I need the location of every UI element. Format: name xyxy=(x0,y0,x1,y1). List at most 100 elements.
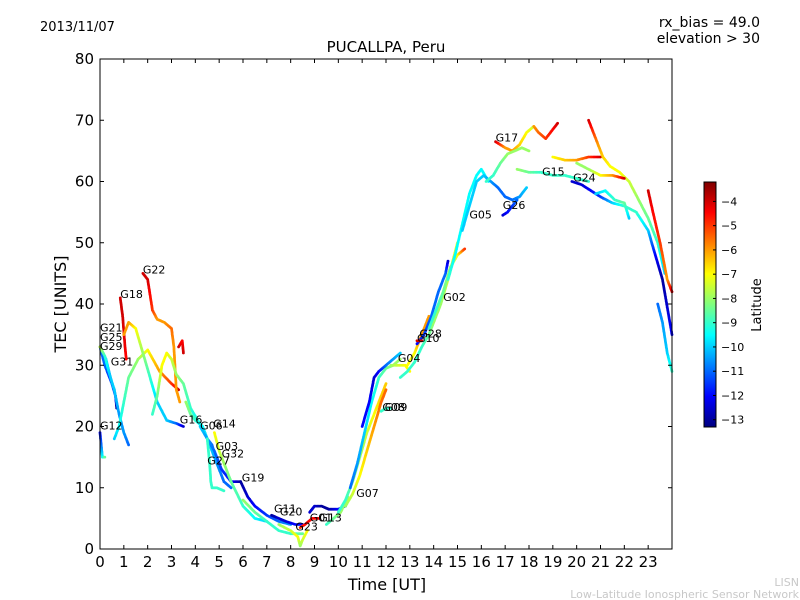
y-axis-ticks: 0 10 20 30 40 50 60 70 80 xyxy=(75,50,672,558)
data-point xyxy=(182,425,185,428)
data-point xyxy=(525,186,528,190)
colorbar-tick-label: −9 xyxy=(721,317,737,330)
satellite-label: G01 xyxy=(310,511,333,524)
data-point xyxy=(446,259,450,263)
data-point xyxy=(627,216,631,220)
satellite-label: G32 xyxy=(222,448,245,461)
y-axis-label: TEC [UNITS] xyxy=(51,256,70,354)
series-g09b xyxy=(379,406,393,413)
chart-title: PUCALLPA, Peru xyxy=(327,38,446,56)
satellite-label: G18 xyxy=(120,288,143,301)
colorbar-tick-label: −11 xyxy=(721,365,744,378)
data-point xyxy=(306,529,309,532)
y-tick-label: 70 xyxy=(75,111,94,129)
x-tick-label: 16 xyxy=(472,553,491,571)
satellite-label: G28 xyxy=(419,328,442,341)
satellite-label: G08 xyxy=(382,401,405,414)
series-g16 xyxy=(177,339,185,355)
satellite-label: G19 xyxy=(242,472,265,485)
x-tick-label: 19 xyxy=(543,553,562,571)
colorbar-frame xyxy=(703,181,717,428)
colorbar-tick-label: −7 xyxy=(721,268,737,281)
satellite-label: G13 xyxy=(319,511,342,524)
x-tick-label: 23 xyxy=(639,553,658,571)
satellite-label: G21 xyxy=(100,322,123,335)
satellite-label: G27 xyxy=(207,455,230,468)
footer-org-long: Low-Latitude Ionospheric Sensor Network xyxy=(570,588,799,600)
data-point xyxy=(182,351,185,355)
data-point xyxy=(178,400,182,404)
satellite-label: G06 xyxy=(200,420,223,433)
satellite-label: G10 xyxy=(417,332,440,345)
data-point xyxy=(384,388,388,392)
x-axis-label: Time [UT] xyxy=(347,575,426,594)
colorbar-tick-label: −6 xyxy=(721,244,737,257)
series-g24c xyxy=(587,118,667,275)
data-point xyxy=(301,532,304,536)
satellite-label: G11 xyxy=(274,502,297,515)
satellite-label: G02 xyxy=(443,291,466,304)
data-point xyxy=(222,489,226,493)
data-point xyxy=(384,382,388,385)
satellite-label: G29 xyxy=(100,340,123,353)
x-tick-label: 7 xyxy=(262,553,272,571)
data-point xyxy=(127,443,130,447)
footer-org-short: LISN xyxy=(774,576,799,589)
x-tick-label: 15 xyxy=(448,553,467,571)
y-tick-label: 20 xyxy=(75,418,94,436)
rx-bias-label: rx_bias = 49.0 xyxy=(659,15,760,31)
series-g24 xyxy=(551,155,602,162)
colorbar-tick-label: −5 xyxy=(721,220,737,233)
series-g26 xyxy=(501,198,519,217)
satellite-label: G15 xyxy=(542,165,565,178)
series-g22b xyxy=(151,351,207,434)
elevation-label: elevation > 30 xyxy=(657,31,760,47)
data-point xyxy=(463,247,467,251)
data-point xyxy=(389,406,393,410)
x-tick-label: 21 xyxy=(591,553,610,571)
series-g10b xyxy=(415,339,424,343)
data-point xyxy=(515,198,519,202)
series-g08 xyxy=(348,357,402,490)
series-g01 xyxy=(298,517,321,529)
series-g28 xyxy=(406,314,431,367)
x-tick-label: 0 xyxy=(95,553,105,571)
satellite-label: G05 xyxy=(469,208,492,221)
x-tick-label: 4 xyxy=(191,553,201,571)
series-g23 xyxy=(277,523,309,548)
satellite-label: G24 xyxy=(573,172,596,185)
x-tick-label: 3 xyxy=(167,553,177,571)
x-tick-label: 22 xyxy=(615,553,634,571)
colorbar xyxy=(704,182,716,427)
series-g18b xyxy=(122,321,185,428)
series-g24d xyxy=(575,161,626,180)
data-point xyxy=(622,177,626,180)
satellite-label: G09 xyxy=(385,401,408,414)
series-g10 xyxy=(415,259,450,346)
data-point xyxy=(398,351,402,355)
data-point xyxy=(556,121,559,125)
x-tick-label: 2 xyxy=(143,553,153,571)
data-point xyxy=(103,455,107,459)
y-tick-label: 60 xyxy=(75,173,94,191)
satellite-label: G07 xyxy=(356,487,379,500)
x-tick-label: 12 xyxy=(376,553,395,571)
x-tick-label: 20 xyxy=(567,553,586,571)
y-tick-label: 40 xyxy=(75,295,94,313)
y-tick-label: 0 xyxy=(84,540,94,558)
colorbar-tick-label: −13 xyxy=(721,414,744,427)
x-tick-label: 18 xyxy=(519,553,538,571)
y-tick-label: 50 xyxy=(75,234,94,252)
x-tick-label: 5 xyxy=(214,553,224,571)
series-g02b xyxy=(446,167,490,281)
series-g22 xyxy=(141,272,182,404)
series-g27 xyxy=(205,437,226,493)
series-g30b xyxy=(656,302,674,373)
series-g24e xyxy=(594,189,631,220)
x-axis-ticks: 0 1 2 3 4 5 6 7 8 9 10 11 12 13 14 15 16 17 18 19 20 21 22 23 xyxy=(95,59,658,571)
plot-area xyxy=(98,118,674,548)
satellite-label: G31 xyxy=(111,355,134,368)
satellite-label: G23 xyxy=(295,521,318,534)
